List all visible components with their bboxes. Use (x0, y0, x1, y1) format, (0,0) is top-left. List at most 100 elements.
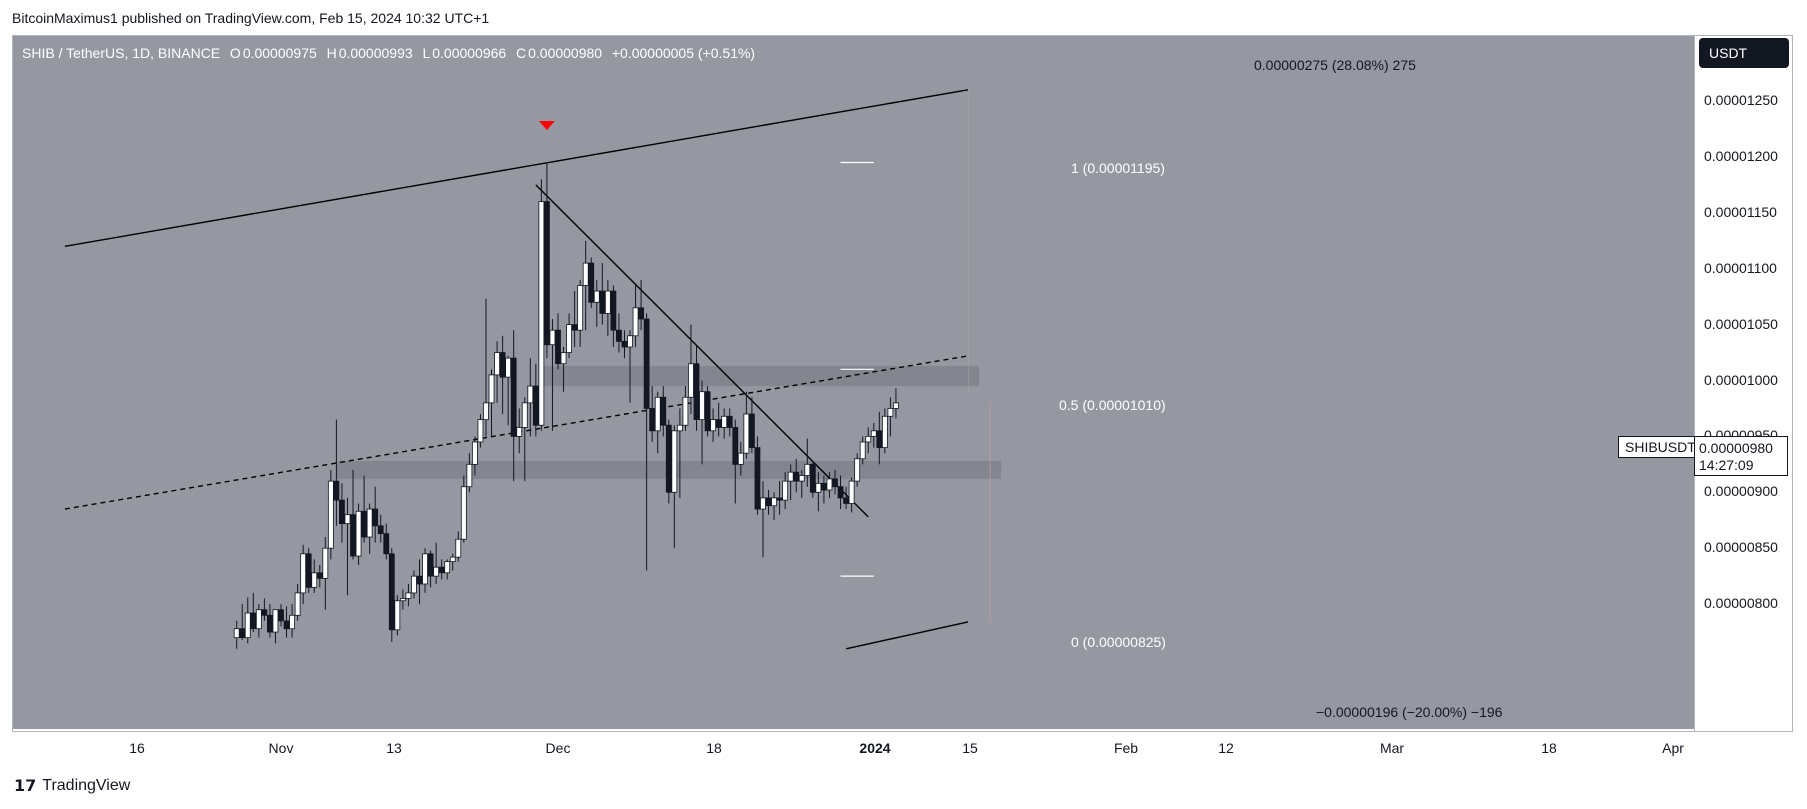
candle-body (383, 533, 390, 555)
candle-body (455, 538, 462, 558)
candle (837, 475, 844, 510)
target-up-label: 0.00000275 (28.08%) 275 (1254, 57, 1416, 73)
candle (377, 514, 384, 543)
candle (366, 503, 373, 554)
symbol-title: SHIB / TetherUS, 1D, BINANCE (22, 45, 221, 61)
candle-body (361, 510, 368, 538)
candle-body (427, 553, 434, 577)
candle-body (893, 402, 899, 409)
candle-body (272, 609, 279, 633)
candle-body (366, 508, 373, 538)
footer-brand-text: TradingView (42, 777, 131, 794)
candle (483, 298, 489, 437)
candle (339, 483, 345, 543)
candle-body (399, 598, 406, 602)
candle (355, 503, 362, 565)
candle (815, 472, 822, 512)
candle-body (377, 525, 384, 535)
candle-body (499, 352, 506, 378)
candle (726, 408, 733, 437)
candle (438, 559, 445, 580)
candle (826, 472, 833, 498)
candle-body (582, 262, 589, 286)
candle-body (477, 419, 484, 443)
candle (427, 550, 434, 588)
time-tick-label: Mar (1379, 740, 1405, 756)
candle (865, 427, 872, 454)
candle (278, 604, 284, 627)
candle (654, 391, 661, 454)
candle (300, 544, 307, 605)
candle (422, 548, 428, 593)
candle-body (887, 408, 894, 417)
candle (494, 341, 500, 403)
candle (809, 460, 816, 498)
candle-body (333, 480, 340, 501)
symbol-info-bar: SHIB / TetherUS, 1D, BINANCE O 0.00000975… (22, 45, 757, 61)
candle-body (544, 201, 550, 346)
candle-body (471, 441, 478, 465)
time-tick-label: Apr (1662, 740, 1684, 756)
price-tick-label: 0.00000850 (1704, 539, 1778, 556)
candle (754, 436, 761, 515)
candle (327, 469, 334, 560)
candle (305, 548, 312, 593)
chart-frame (12, 35, 1793, 732)
candle (444, 559, 451, 580)
last-price-value: 0.00000980 (1699, 440, 1773, 456)
candle-body (483, 402, 489, 421)
price-axis[interactable] (1695, 36, 1792, 731)
candle (416, 559, 423, 605)
candle (699, 380, 705, 465)
candle (488, 369, 495, 437)
candle (732, 419, 739, 504)
candle-body (255, 609, 262, 630)
candle (383, 523, 390, 560)
currency-button[interactable]: USDT (1699, 38, 1789, 68)
candle-body (881, 415, 888, 448)
candle (244, 597, 251, 644)
candle (749, 397, 755, 454)
candle-body (699, 391, 705, 421)
candle (294, 583, 301, 621)
candle-body (682, 396, 689, 426)
candle-body (388, 553, 395, 631)
candle-body (411, 575, 417, 594)
candle-body (809, 463, 816, 493)
candle (649, 386, 656, 442)
low-label: L (422, 45, 431, 61)
candle-body (688, 363, 694, 398)
candle-body (616, 329, 622, 342)
candle-body (327, 480, 334, 549)
candle-body (865, 435, 872, 443)
candle-body (604, 290, 611, 314)
candle (621, 330, 628, 359)
change-value: +0.00000005 (+0.51%) (611, 45, 756, 61)
price-tick-label: 0.00001200 (1704, 147, 1778, 164)
candle (876, 411, 883, 465)
candle (843, 486, 849, 510)
candle-body (460, 486, 467, 540)
candle (566, 313, 572, 359)
time-tick-label: 18 (1541, 740, 1557, 756)
candle (776, 481, 783, 515)
candle (239, 604, 246, 640)
trendline-lower-channel (845, 621, 969, 650)
candle (527, 358, 534, 437)
footer-brand[interactable]: 𝟭𝟳 TradingView (14, 776, 130, 796)
symbol-price-tag: SHIBUSDT (1618, 436, 1703, 458)
candle (549, 319, 556, 431)
price-tick-label: 0.00001050 (1704, 315, 1778, 332)
candle-body (721, 415, 728, 428)
candle-body (859, 441, 866, 460)
candle (632, 285, 639, 347)
candle-body (510, 357, 517, 437)
candle (505, 355, 512, 426)
candle-body (610, 290, 617, 331)
candle-body (627, 335, 633, 348)
candle (272, 609, 279, 644)
candle (743, 391, 750, 459)
candle-body (505, 357, 512, 378)
candle-body (488, 374, 495, 404)
candle-body (538, 201, 545, 426)
